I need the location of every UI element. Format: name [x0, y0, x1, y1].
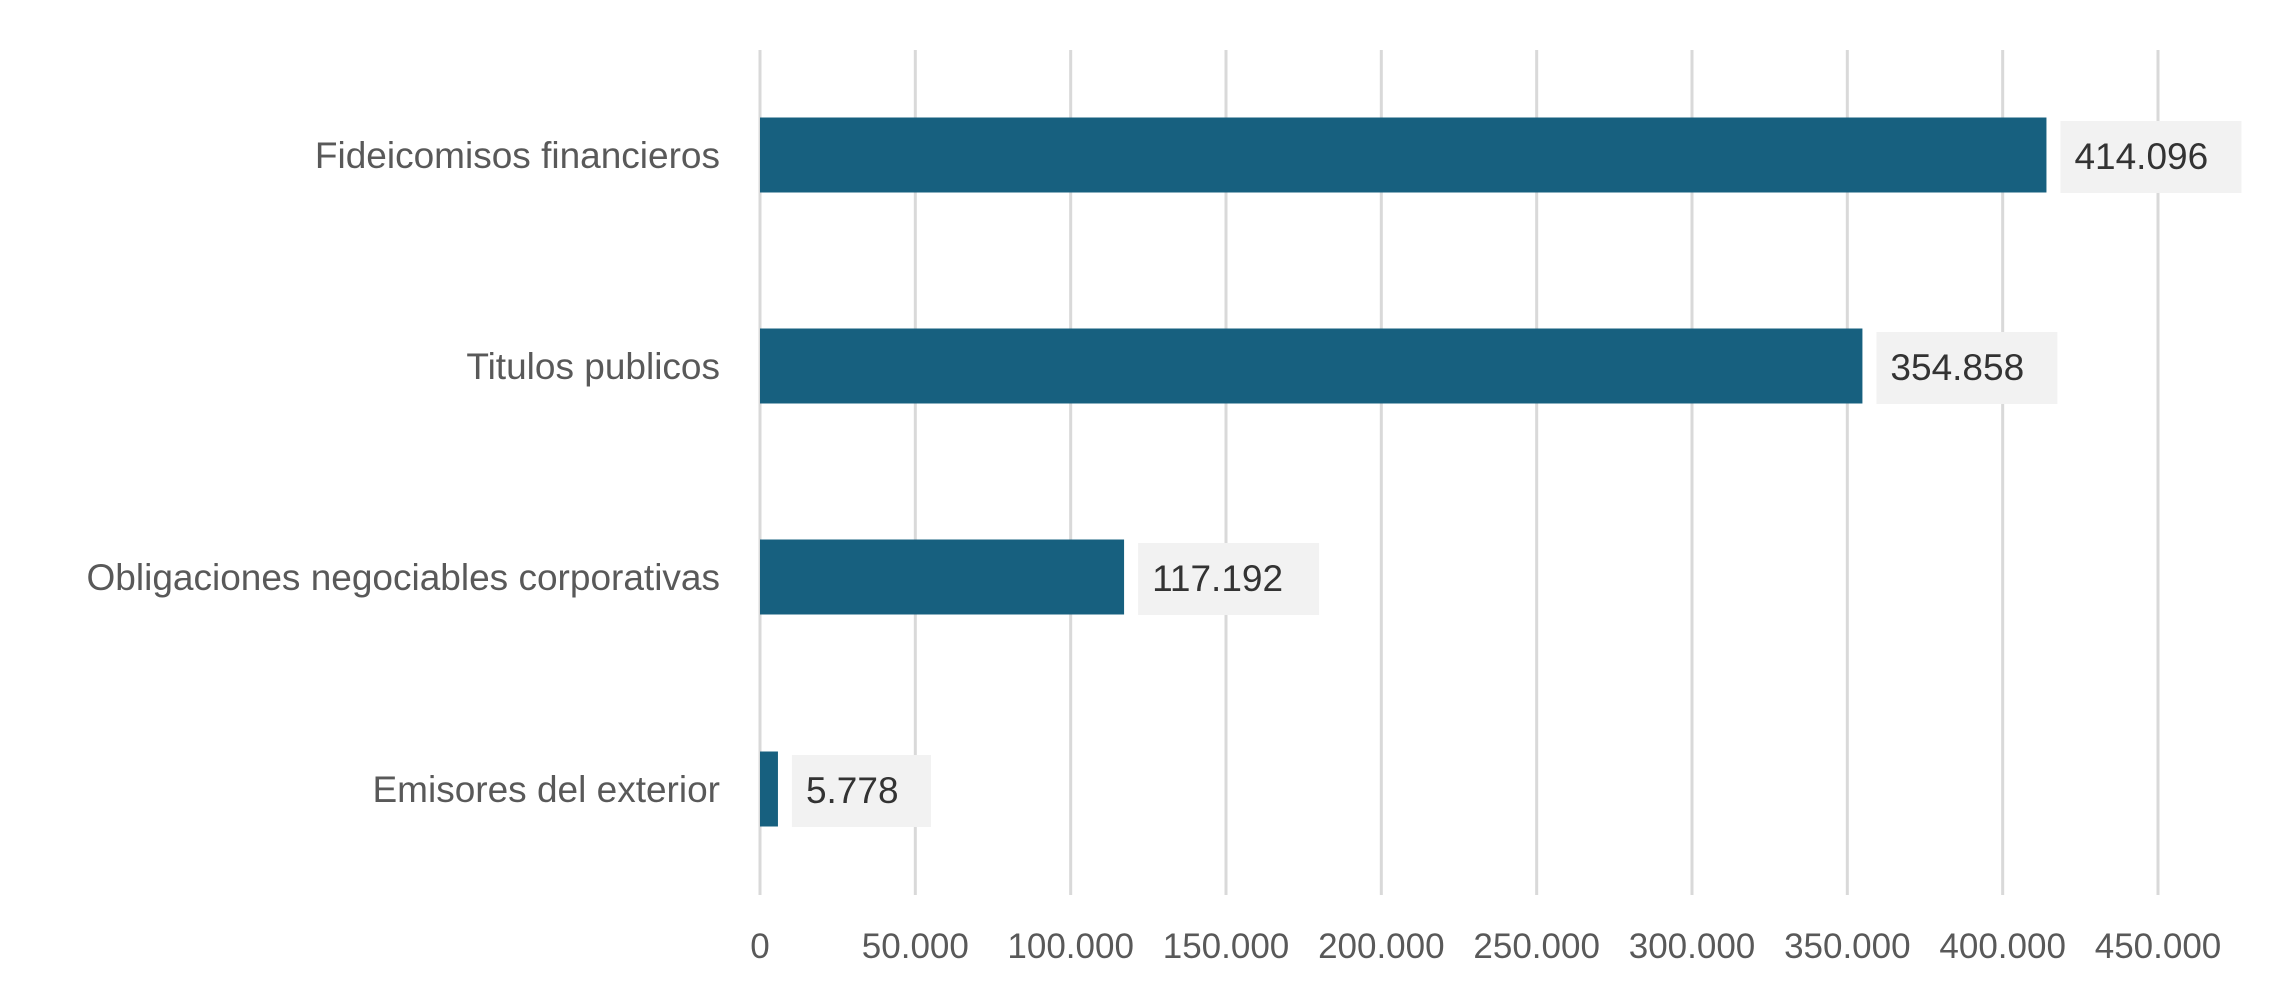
data-label: 5.778 [806, 770, 899, 811]
x-tick-label: 0 [750, 927, 769, 966]
x-axis-tick-labels: 0 50.000 100.000 150.000 200.000 250.000 300.0… [750, 927, 2221, 966]
data-label-background [1138, 543, 1320, 615]
x-tick-label: 200.000 [1318, 927, 1445, 966]
category-labels: Fideicomisos financieros Titulos publicos… [87, 135, 720, 810]
x-tick-label: 50.000 [862, 927, 969, 966]
bars [760, 117, 2047, 827]
category-label: Emisores del exterior [372, 769, 720, 810]
data-label: 354.858 [1890, 347, 2024, 388]
data-label-background [1876, 332, 2058, 404]
category-label: Obligaciones negociables corporativas [87, 557, 720, 598]
category-label: Fideicomisos financieros [315, 135, 720, 176]
data-label-background [791, 755, 931, 827]
x-tick-label: 300.000 [1629, 927, 1756, 966]
data-label-group: 354.858 [1876, 332, 2058, 404]
data-label-group: 117.192 [1138, 543, 1320, 615]
data-label-group: 5.778 [791, 755, 931, 827]
x-tick-label: 100.000 [1007, 927, 1134, 966]
bar [760, 539, 1125, 615]
data-label-background [2060, 121, 2242, 193]
bar [760, 751, 778, 827]
bar [760, 328, 1863, 404]
category-label: Titulos publicos [466, 346, 720, 387]
bar [760, 117, 2047, 193]
x-tick-label: 450.000 [2095, 927, 2222, 966]
data-labels: 414.096 354.858 117.192 5.778 [791, 121, 2242, 827]
x-tick-label: 150.000 [1163, 927, 1290, 966]
data-label: 117.192 [1152, 558, 1283, 599]
x-tick-label: 350.000 [1784, 927, 1911, 966]
data-label-group: 414.096 [2060, 121, 2242, 193]
x-tick-label: 250.000 [1473, 927, 1600, 966]
data-label: 414.096 [2074, 136, 2208, 177]
x-tick-label: 400.000 [1939, 927, 2066, 966]
